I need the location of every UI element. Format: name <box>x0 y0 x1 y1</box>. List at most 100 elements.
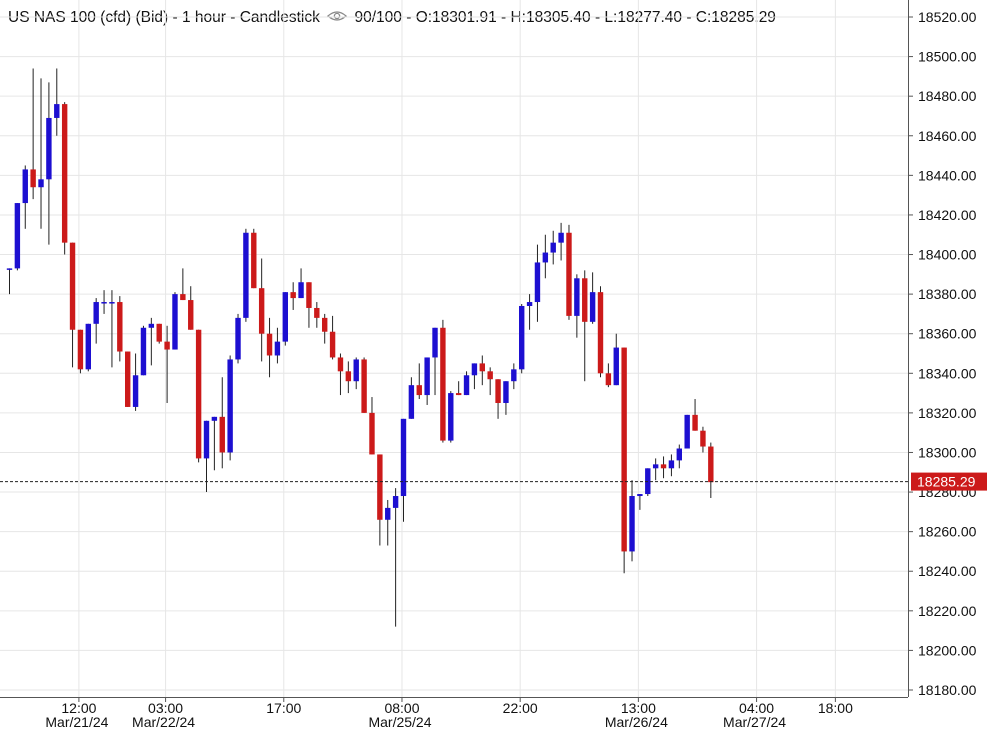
x-tick-date-label: Mar/26/24 <box>605 714 668 730</box>
candle-body-down <box>597 292 604 374</box>
last-price-label: 18285.29 <box>917 474 976 490</box>
x-tick-time-label: 17:00 <box>266 700 301 716</box>
y-tick-label: 18460.00 <box>918 128 977 144</box>
candle-body-up <box>203 420 210 459</box>
candle-body-up <box>424 357 430 396</box>
candle-body-up <box>93 302 99 324</box>
candle-body-down <box>479 363 485 372</box>
candle-body-up <box>668 460 675 469</box>
x-tick-date-label: Mar/25/24 <box>368 714 431 730</box>
candle-body-up <box>400 418 407 497</box>
candle-body-down <box>69 242 76 330</box>
candle-body-up <box>140 327 147 376</box>
candle-body-up <box>148 323 155 328</box>
candle-body-up <box>408 385 415 419</box>
x-tick-time-label: 03:00 <box>148 700 183 716</box>
candle-body-up <box>46 117 52 180</box>
grid-lines <box>0 0 908 697</box>
candle-body-down <box>156 323 162 342</box>
candle-body-up <box>22 169 28 204</box>
open-value: O:18301.91 <box>415 9 497 27</box>
candle-body-up <box>448 393 454 441</box>
candle-body-down <box>61 104 68 243</box>
candle-body-up <box>353 359 359 382</box>
zoom-label: 90/100 <box>354 9 402 27</box>
y-tick-label: 18480.00 <box>918 88 977 104</box>
candle-body-up <box>211 416 218 421</box>
x-tick-time-label: 13:00 <box>621 700 656 716</box>
candle-body-down <box>164 341 170 350</box>
candle-body-up <box>54 104 60 118</box>
candle-body-down <box>306 282 312 308</box>
candle-body-down <box>361 359 367 413</box>
candles <box>6 68 714 627</box>
candle-body-up <box>109 302 115 304</box>
chart-style-label[interactable]: Candlestick <box>239 9 320 27</box>
low-value: L:18277.40 <box>604 9 682 27</box>
price-axis[interactable]: 18180.00 18200.00 18220.00 18240.00 18260.00… <box>908 9 977 698</box>
candle-body-up <box>282 292 288 342</box>
candle-body-up <box>519 305 525 370</box>
candle-body-up <box>235 317 241 360</box>
candle-body-down <box>582 278 588 322</box>
candle-body-down <box>660 464 667 469</box>
candle-body-down <box>487 371 493 380</box>
y-tick-label: 18500.00 <box>918 49 977 65</box>
y-tick-label: 18180.00 <box>918 682 977 698</box>
candle-body-up <box>589 292 596 322</box>
candle-body-up <box>652 464 659 469</box>
candle-body-down <box>219 416 225 453</box>
x-tick-date-label: Mar/27/24 <box>723 714 786 730</box>
candle-body-up <box>243 232 249 318</box>
candle-body-down <box>377 454 383 520</box>
y-tick-label: 18200.00 <box>918 642 977 658</box>
x-tick-time-label: 12:00 <box>61 700 96 716</box>
eye-icon[interactable] <box>327 9 348 27</box>
y-tick-label: 18420.00 <box>918 207 977 223</box>
candle-body-up <box>172 294 178 350</box>
candle-body-up <box>432 327 438 358</box>
y-tick-label: 18340.00 <box>918 365 977 381</box>
candle-body-down <box>440 327 446 441</box>
candle-body-down <box>125 351 131 407</box>
candle-body-up <box>534 262 541 303</box>
y-tick-label: 18300.00 <box>918 444 977 460</box>
x-tick-time-label: 18:00 <box>818 700 853 716</box>
symbol-label: US NAS 100 (cfd) (Bid) <box>8 9 169 27</box>
x-tick-date-label: Mar/22/24 <box>132 714 195 730</box>
candle-body-up <box>392 496 399 508</box>
candle-body-up <box>85 323 91 370</box>
candle-body-down <box>266 333 273 356</box>
candle-body-up <box>613 347 619 386</box>
y-tick-label: 18380.00 <box>918 286 977 302</box>
candle-body-down <box>700 430 706 447</box>
candle-body-up <box>550 242 556 253</box>
y-tick-label: 18260.00 <box>918 524 977 540</box>
candle-body-down <box>258 288 265 334</box>
candle-body-up <box>511 369 517 382</box>
y-tick-label: 18360.00 <box>918 326 977 342</box>
timeframe-label[interactable]: 1 hour <box>182 9 226 27</box>
candle-body-up <box>298 282 304 299</box>
candle-body-down <box>416 385 422 396</box>
high-value: H:18305.40 <box>510 9 591 27</box>
candle-body-up <box>274 341 281 356</box>
candle-body-down <box>188 300 194 330</box>
y-tick-label: 18520.00 <box>918 9 977 25</box>
candle-body-down <box>708 446 714 483</box>
candle-body-up <box>132 375 139 407</box>
candle-body-down <box>605 373 612 386</box>
candle-body-down <box>566 232 572 316</box>
x-tick-time-label: 22:00 <box>503 700 538 716</box>
candle-body-up <box>526 302 533 306</box>
candle-body-up <box>676 448 682 461</box>
candle-body-down <box>77 329 84 370</box>
y-tick-label: 18240.00 <box>918 563 977 579</box>
x-tick-date-label: Mar/21/24 <box>45 714 108 730</box>
candle-body-up <box>101 302 107 304</box>
candle-body-up <box>471 363 478 376</box>
candle-body-up <box>637 494 643 497</box>
y-tick-label: 18320.00 <box>918 405 977 421</box>
